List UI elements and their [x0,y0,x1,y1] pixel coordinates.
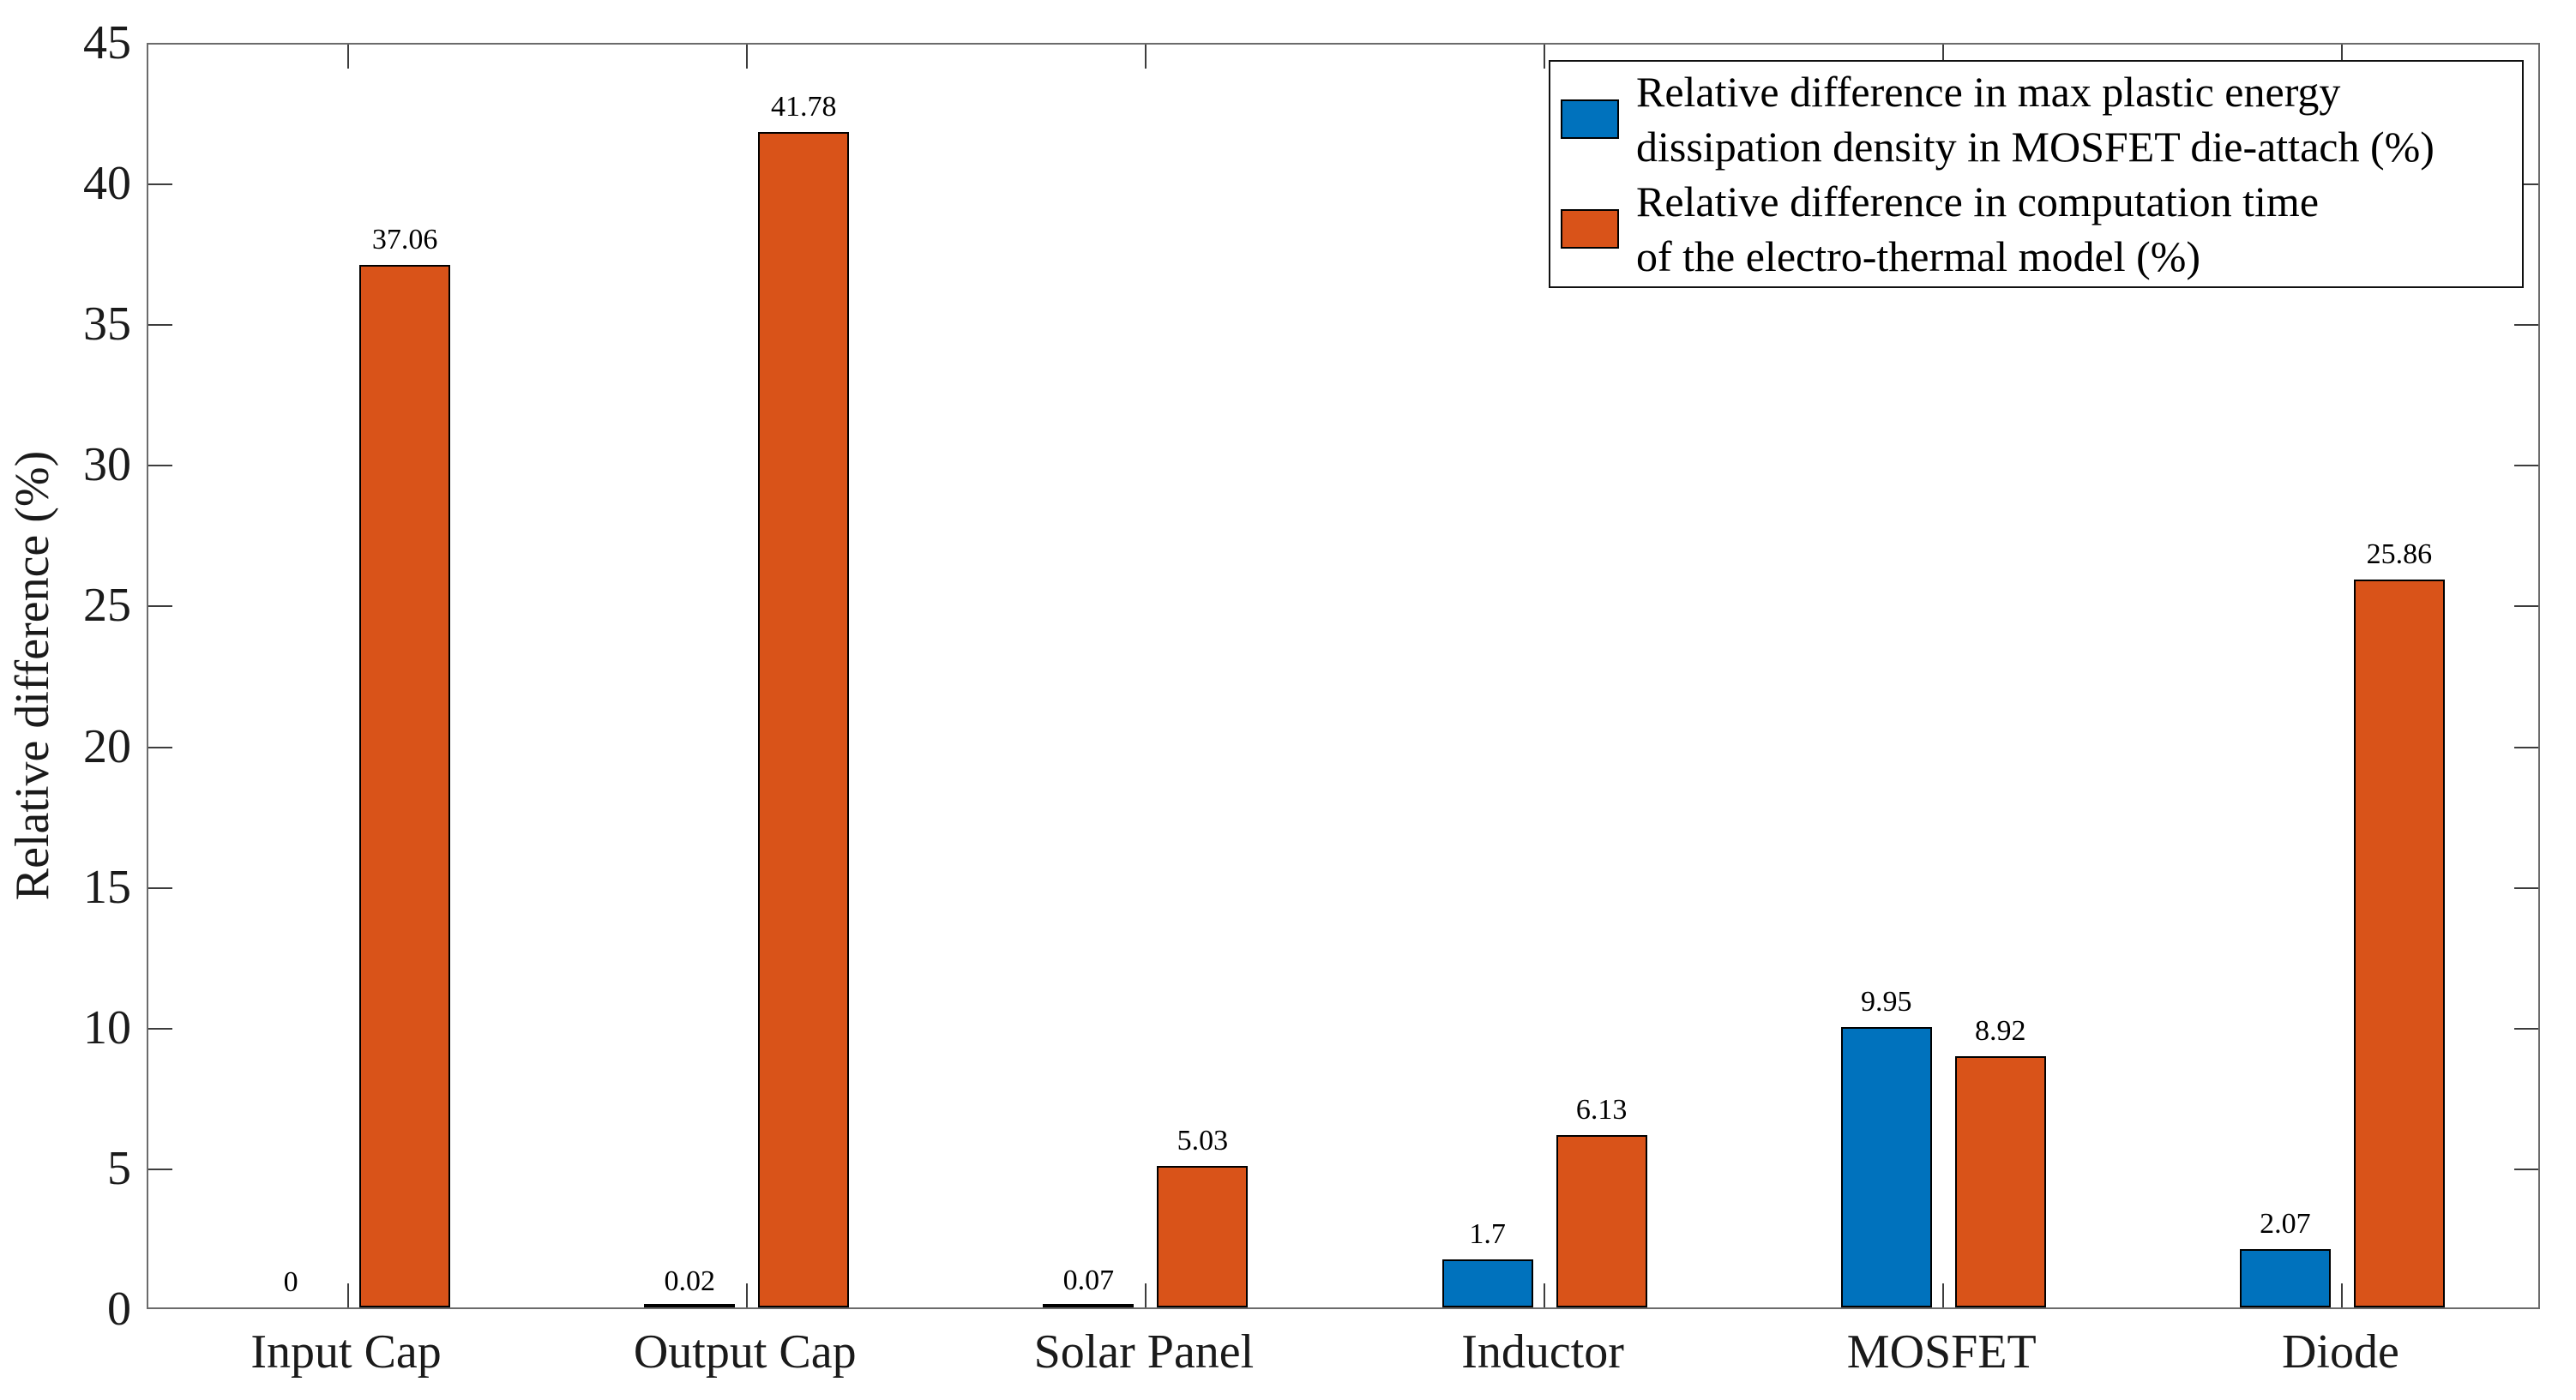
x-tick-mark-top [346,45,349,69]
bar-blue-1 [644,1304,736,1307]
bar-value-label: 2.07 [2260,1208,2311,1241]
x-tick-mark-bottom [745,1283,748,1307]
y-tick-mark-right [2514,1168,2538,1170]
y-tick-mark-right [2514,465,2538,467]
x-tick-mark-bottom [2341,1283,2344,1307]
y-tick-mark-right [2514,746,2538,748]
bar-blue-3 [1441,1259,1533,1307]
y-tick-mark-left [148,465,172,467]
legend-entry-plastic-energy: Relative difference in max plastic energ… [1561,64,2513,174]
x-tick-mark-bottom [1144,1283,1147,1307]
y-tick-mark-right [2514,1027,2538,1030]
legend-label-line: Relative difference in max plastic energ… [1636,68,2341,116]
legend: Relative difference in max plastic energ… [1549,60,2524,288]
x-tick-mark-top [2341,45,2344,69]
legend-entry-computation-time: Relative difference in computation time … [1561,174,2513,284]
y-tick-label: 30 [83,438,131,492]
x-category-label: MOSFET [1846,1325,2037,1379]
legend-label-line: Relative difference in computation time [1636,177,2320,225]
bar-value-label: 6.13 [1575,1093,1628,1126]
x-category-label: Solar Panel [1033,1325,1255,1379]
y-tick-mark-left [148,324,172,327]
bar-orange-0 [359,264,451,1307]
bar-blue-5 [2239,1249,2331,1307]
bar-blue-4 [1840,1027,1932,1307]
bar-value-label: 0.07 [1062,1264,1115,1296]
y-tick-label: 10 [83,1000,131,1055]
legend-label-line: dissipation density in MOSFET die-attach… [1636,123,2435,171]
bar-blue-2 [1043,1304,1135,1307]
bar-value-label: 9.95 [1861,986,1912,1018]
bar-value-label: 37.06 [371,223,438,255]
bar-orange-1 [758,131,850,1307]
y-tick-mark-left [148,886,172,889]
x-tick-mark-bottom [346,1283,349,1307]
bar-orange-4 [1954,1056,2046,1307]
bar-orange-3 [1556,1134,1647,1307]
x-category-label: Inductor [1461,1325,1624,1379]
x-tick-mark-top [1544,45,1546,69]
y-tick-label: 35 [83,297,131,352]
y-tick-label: 25 [83,579,131,633]
bar-value-label: 0 [283,1266,298,1298]
y-tick-mark-right [2514,324,2538,327]
y-tick-label: 5 [107,1141,131,1195]
legend-label-line: of the electro-thermal model (%) [1636,232,2201,280]
x-tick-mark-bottom [1544,1283,1546,1307]
bar-value-label: 8.92 [1975,1015,2026,1048]
y-tick-mark-right [2514,605,2538,608]
x-category-label: Diode [2281,1325,2399,1379]
y-tick-mark-right [2514,183,2538,186]
y-tick-label: 0 [107,1283,131,1336]
bar-value-label: 1.7 [1469,1218,1506,1251]
y-tick-mark-right [2514,886,2538,889]
bar-value-label: 25.86 [2366,538,2433,571]
x-category-label: Input Cap [250,1325,442,1379]
bar-orange-5 [2353,580,2445,1307]
bar-value-label: 5.03 [1177,1124,1229,1157]
y-tick-label: 20 [83,719,131,773]
y-tick-label: 15 [83,860,131,914]
y-tick-mark-left [148,1168,172,1170]
x-category-label: Output Cap [633,1325,857,1379]
bar-orange-2 [1157,1165,1249,1307]
y-tick-mark-left [148,746,172,748]
y-axis-label: Relative difference (%) [6,450,59,901]
x-tick-mark-bottom [1942,1283,1945,1307]
y-tick-mark-left [148,1027,172,1030]
y-tick-mark-left [148,605,172,608]
legend-swatch-blue [1561,99,1619,139]
bar-value-label: 0.02 [664,1265,716,1298]
x-tick-mark-top [1144,45,1147,69]
x-tick-mark-top [1942,45,1945,69]
y-tick-label: 45 [83,16,131,69]
y-tick-label: 40 [83,157,131,211]
x-tick-mark-top [745,45,748,69]
y-tick-mark-left [148,183,172,186]
legend-swatch-orange [1561,209,1619,249]
bar-value-label: 41.78 [771,90,837,123]
